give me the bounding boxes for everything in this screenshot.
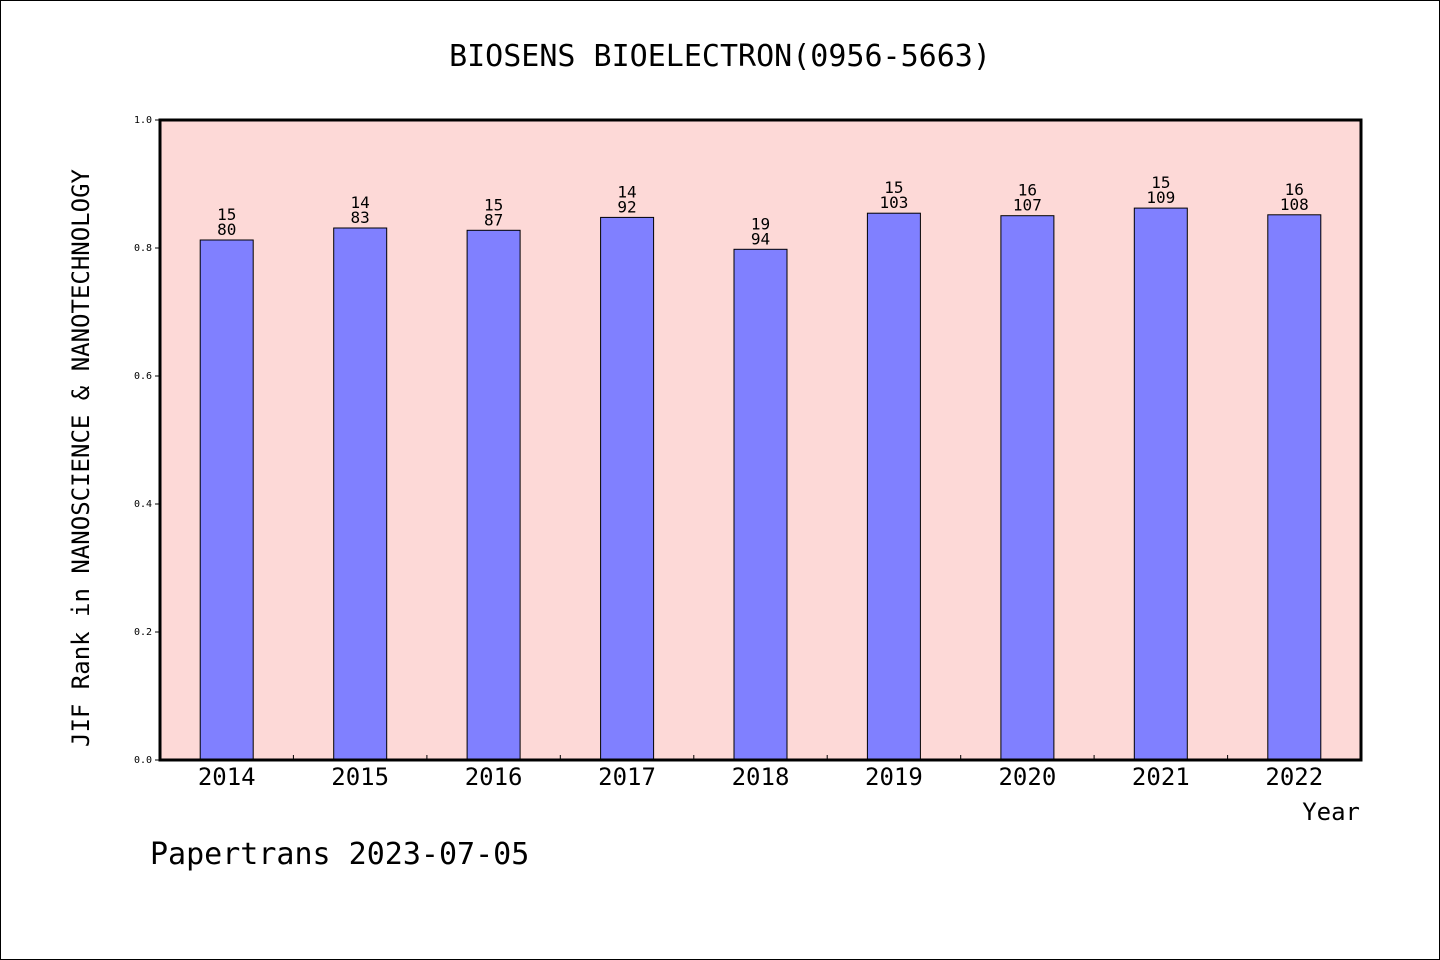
bar-2020	[1000, 215, 1055, 761]
y-tick-label: 0.0	[134, 755, 152, 766]
y-tick-label: 0.8	[134, 243, 152, 254]
total-label-2020: 107	[1013, 196, 1042, 215]
rank-label-2016: 15	[484, 195, 503, 214]
y-tick-label: 1.0	[134, 115, 152, 126]
total-label-2017: 92	[617, 197, 636, 216]
x-tick-label-2017: 2017	[598, 763, 656, 791]
rank-label-2014: 15	[217, 205, 236, 224]
rank-label-2018: 19	[751, 214, 770, 233]
total-label-2014: 80	[217, 220, 236, 239]
bars-layer	[199, 207, 1322, 761]
bar-2021	[1133, 207, 1188, 761]
x-tick-label-2022: 2022	[1265, 763, 1323, 791]
total-label-2022: 108	[1280, 195, 1309, 214]
x-tick-label-2019: 2019	[865, 763, 923, 791]
total-label-2021: 109	[1146, 188, 1175, 207]
bar-2022	[1267, 214, 1322, 761]
total-label-2016: 87	[484, 210, 503, 229]
rank-label-2019: 15	[884, 178, 903, 197]
x-tick-label-2018: 2018	[732, 763, 790, 791]
y-axis-label: JIF Rank in NANOSCIENCE & NANOTECHNOLOGY	[67, 168, 95, 747]
x-tick-label-2016: 2016	[465, 763, 523, 791]
y-tick-label: 0.6	[134, 371, 152, 382]
x-tick-label-2014: 2014	[198, 763, 256, 791]
x-tick-label-2021: 2021	[1132, 763, 1190, 791]
chart-title: BIOSENS BIOELECTRON(0956-5663)	[449, 39, 991, 74]
bar-2014	[199, 239, 254, 761]
rank-label-2022: 16	[1285, 180, 1304, 199]
y-tick-label: 0.4	[134, 499, 152, 510]
bar-2018	[733, 248, 788, 761]
x-tick-label-2015: 2015	[331, 763, 389, 791]
rank-label-2015: 14	[351, 193, 370, 212]
plot-border	[158, 118, 1363, 762]
bar-2017	[600, 216, 655, 761]
rank-label-2021: 15	[1151, 173, 1170, 192]
total-label-2019: 103	[879, 193, 908, 212]
bar-2015	[333, 227, 388, 761]
x-tick-label-2020: 2020	[998, 763, 1056, 791]
total-label-2015: 83	[351, 208, 370, 227]
bar-2019	[866, 212, 921, 761]
rank-label-2020: 16	[1018, 181, 1037, 200]
rank-label-2017: 14	[617, 182, 636, 201]
footer-credit: Papertrans 2023-07-05	[150, 837, 529, 872]
bar-2016	[466, 229, 521, 761]
total-label-2018: 94	[751, 229, 770, 248]
y-tick-label: 0.2	[134, 627, 152, 638]
y-axis-ticks: 0.0 0.2 0.4 0.6 0.8 1.0	[134, 115, 160, 766]
x-axis-ticks: 2014 2015 2016 2017 2018 2019 2020 2021 2022	[198, 755, 1323, 791]
x-axis-label: Year	[1302, 798, 1360, 826]
